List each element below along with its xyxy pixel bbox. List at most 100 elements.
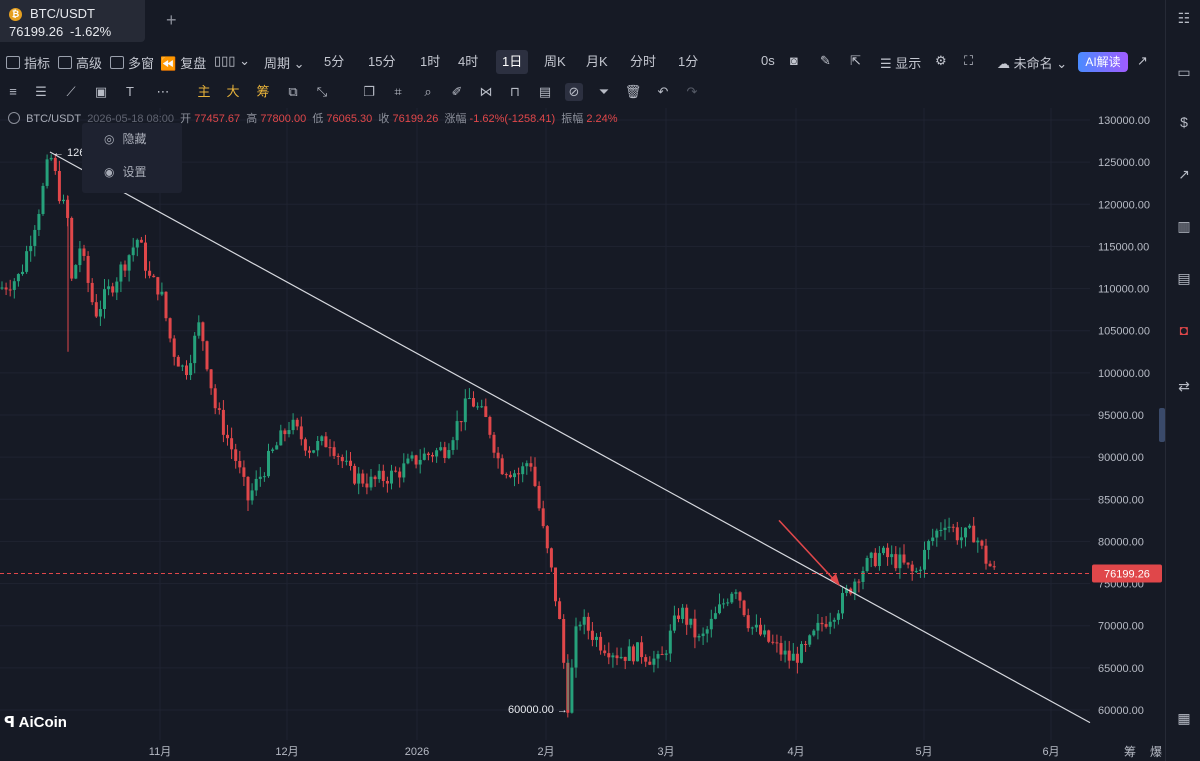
- measure-icon[interactable]: ⤡: [316, 84, 328, 99]
- ai-interpret-button[interactable]: AI解读: [1078, 52, 1128, 72]
- chart-type-button[interactable]: ▯▯▯ ⌄: [214, 53, 250, 69]
- undo-icon[interactable]: ↶: [657, 84, 669, 99]
- monitor-icon[interactable]: ▥: [1177, 218, 1191, 234]
- magnet-icon[interactable]: ⋈: [479, 84, 493, 99]
- candle-body: [447, 450, 451, 459]
- candle-body: [217, 408, 221, 410]
- candle-body: [94, 302, 98, 317]
- bottom-right-label[interactable]: 爆: [1150, 745, 1162, 759]
- indicator-button[interactable]: 指标: [6, 53, 50, 72]
- watchlist-icon[interactable]: ☷: [1177, 10, 1191, 26]
- timeframe-8[interactable]: 1分: [678, 54, 699, 69]
- ruler-icon[interactable]: ⌗: [394, 84, 402, 99]
- timeframe-6[interactable]: 月K: [586, 54, 608, 69]
- etf-icon[interactable]: ▤: [1177, 270, 1191, 286]
- settings-icon[interactable]: ⚙: [935, 53, 947, 68]
- external-share-icon[interactable]: ↗: [1137, 53, 1148, 68]
- candle-body: [947, 526, 951, 528]
- eye-icon[interactable]: [8, 112, 20, 124]
- add-tab-button[interactable]: +: [166, 10, 177, 30]
- candle-body: [988, 563, 992, 567]
- brush-icon[interactable]: ✐: [451, 84, 463, 99]
- exchange-icon[interactable]: ⇄: [1178, 378, 1190, 394]
- menu-hide[interactable]: ◎ 隐藏: [104, 130, 147, 147]
- lock-icon[interactable]: ⊓: [509, 84, 521, 99]
- menu-settings[interactable]: ◉ 设置: [104, 163, 147, 180]
- chip-icon[interactable]: 筹: [256, 84, 270, 99]
- trash-icon[interactable]: 🗑: [624, 84, 642, 99]
- zoom-icon[interactable]: ⌕: [424, 84, 432, 99]
- price-chart[interactable]: 130000.00 125000.00 120000.00 115000.00 1100…: [0, 108, 1165, 761]
- candle-body: [467, 398, 471, 400]
- timeframe-5[interactable]: 周K: [544, 54, 566, 69]
- big-order-icon[interactable]: 大: [226, 84, 240, 99]
- candle-body: [906, 562, 910, 565]
- overlay-icon[interactable]: ⧉: [288, 84, 298, 99]
- advanced-button[interactable]: 高级: [58, 53, 102, 72]
- timeframe-3[interactable]: 4时: [458, 54, 479, 69]
- document-icon[interactable]: ▭: [1177, 64, 1191, 80]
- multi-window-button[interactable]: 多窗: [110, 53, 154, 72]
- dollar-icon[interactable]: $: [1180, 114, 1188, 130]
- timeframe-7[interactable]: 分时: [630, 54, 657, 69]
- candle-body: [898, 554, 902, 569]
- chart-up-icon[interactable]: ↗: [1178, 166, 1190, 182]
- candle-body: [488, 416, 492, 435]
- countdown: 0s: [761, 53, 775, 68]
- candle-body: [611, 655, 615, 658]
- filter-icon[interactable]: ⏷: [598, 84, 610, 99]
- display-button[interactable]: ☰ 显示: [880, 53, 921, 72]
- period-dropdown[interactable]: 周期 ⌄: [264, 53, 305, 72]
- candle-body: [771, 641, 775, 643]
- candle-body: [418, 459, 422, 465]
- robot-icon[interactable]: ◘: [1179, 322, 1189, 338]
- candle-body: [853, 581, 857, 594]
- axis-collapse-handle[interactable]: [1159, 408, 1165, 442]
- text-tool-icon[interactable]: T: [126, 84, 134, 99]
- main-indicator-icon[interactable]: 主: [197, 84, 211, 99]
- replay-button[interactable]: ⏪ 复盘: [160, 53, 206, 72]
- candle-body: [344, 460, 348, 462]
- edit-icon[interactable]: ✎: [820, 53, 831, 68]
- copy-icon[interactable]: ❐: [363, 84, 375, 99]
- timeframe-4[interactable]: 1日: [496, 50, 529, 74]
- lines-icon[interactable]: ☰: [35, 84, 47, 99]
- camera-icon[interactable]: ◙: [790, 53, 798, 68]
- candle-body: [320, 436, 324, 441]
- candle-body: [513, 473, 516, 478]
- candle-body: [640, 642, 644, 658]
- layout-dropdown[interactable]: ☁ 未命名 ⌄: [997, 53, 1067, 72]
- candle-body: [472, 398, 475, 407]
- current-price-text: 76199.26: [1104, 568, 1150, 580]
- shape-icon[interactable]: ▣: [94, 84, 108, 99]
- fullscreen-icon[interactable]: ⛶: [964, 53, 974, 68]
- trendline-icon[interactable]: ⟋: [66, 84, 76, 99]
- timeframe-1[interactable]: 15分: [368, 54, 396, 69]
- candle-body: [164, 291, 168, 319]
- timeframe-2[interactable]: 1时: [420, 54, 441, 69]
- candle-body: [562, 619, 566, 663]
- candle-body: [176, 356, 180, 367]
- candle-body: [148, 270, 152, 276]
- y-tick-label: 120000.00: [1098, 199, 1150, 211]
- more-tools-icon[interactable]: ⋯: [156, 84, 170, 99]
- candle-body: [545, 526, 549, 549]
- candle-body: [763, 630, 767, 635]
- candle-body: [972, 525, 976, 543]
- annotation-arrow[interactable]: [778, 519, 837, 583]
- candle-body: [927, 541, 931, 550]
- candle-body: [107, 286, 111, 290]
- timeframe-0[interactable]: 5分: [324, 54, 345, 69]
- menu-icon[interactable]: ≡: [9, 84, 17, 99]
- grid-view-icon[interactable]: ▦: [1177, 710, 1191, 726]
- candle-body: [845, 588, 849, 593]
- link-icon[interactable]: ⊘: [565, 83, 583, 101]
- candle-body: [213, 388, 217, 409]
- draw-list-icon[interactable]: ▤: [538, 84, 552, 99]
- trendline[interactable]: [49, 151, 1091, 724]
- share-icon[interactable]: ⇱: [850, 53, 861, 68]
- candle-body: [402, 463, 406, 478]
- bottom-right-label[interactable]: 筹: [1124, 745, 1136, 759]
- redo-icon[interactable]: ↷: [686, 84, 698, 99]
- symbol-tab[interactable]: ₿ BTC/USDT 76199.26 -1.62%: [0, 0, 145, 42]
